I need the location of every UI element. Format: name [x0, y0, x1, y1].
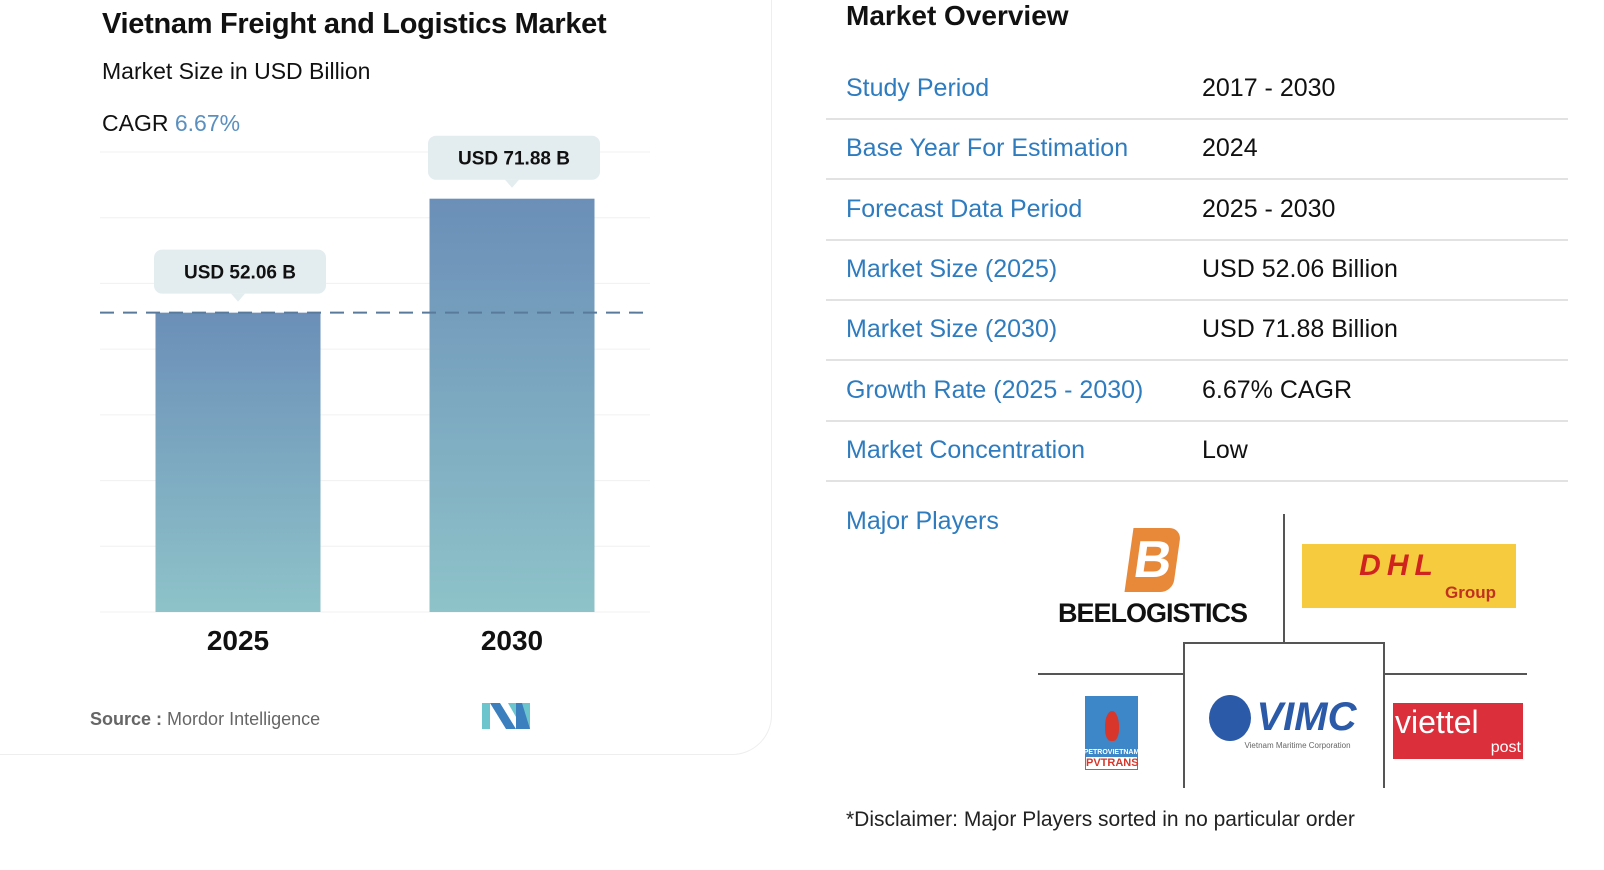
row-value: USD 71.88 Billion: [1202, 315, 1398, 344]
data-label-pointer: [505, 179, 519, 188]
overview-row: Market Concentration Low: [826, 422, 1568, 482]
source-label: Source :: [90, 709, 163, 729]
vimc-logo: VIMC Vietnam Maritime Corporation: [1190, 690, 1375, 754]
pvtrans-logo: PETROVIETNAM PVTRANS: [1084, 696, 1139, 770]
viettel-post-logo: viettel post: [1393, 703, 1523, 759]
row-value: Low: [1202, 435, 1248, 464]
source: Source : Mordor Intelligence: [90, 709, 320, 730]
chart-title: Vietnam Freight and Logistics Market: [102, 8, 607, 40]
row-value: 2017 - 2030: [1202, 74, 1336, 102]
row-label: Forecast Data Period: [846, 194, 1083, 223]
row-value: 2024: [1202, 134, 1258, 163]
row-label: Market Concentration: [846, 435, 1086, 464]
data-label-pointer: [231, 293, 245, 302]
data-label: USD 71.88 B: [458, 149, 570, 170]
row-label: Market Size (2030): [846, 315, 1058, 344]
overview-row: Market Size (2030) USD 71.88 Billion: [826, 301, 1568, 362]
row-label: Base Year For Estimation: [846, 134, 1129, 163]
major-players-label: Major Players: [846, 507, 999, 535]
divider-box: [1183, 642, 1385, 788]
data-label-bubble: [428, 135, 600, 180]
x-tick-label: 2030: [481, 625, 543, 656]
chart-subtitle: Market Size in USD Billion: [102, 58, 371, 84]
row-value: 6.67% CAGR: [1202, 375, 1353, 404]
disclaimer: *Disclaimer: Major Players sorted in no …: [846, 808, 1355, 831]
divider: [1038, 673, 1184, 675]
data-label-bubble: [154, 249, 326, 294]
overview-row: Market Size (2025) USD 52.06 Billion: [826, 241, 1568, 301]
cagr: CAGR 6.67%: [102, 110, 240, 137]
cagr-value: 6.67%: [174, 110, 241, 136]
dhl-logo: DHL Group: [1302, 544, 1516, 608]
overview-row: Study Period 2017 - 2030: [826, 60, 1568, 120]
overview-row: Growth Rate (2025 - 2030) 6.67% CAGR: [826, 362, 1568, 422]
overview-row: Forecast Data Period 2025 - 2030: [826, 181, 1568, 241]
row-label: Growth Rate (2025 - 2030): [846, 375, 1144, 404]
bar-2030: [429, 198, 595, 612]
chart-card: [0, 0, 772, 755]
bar-chart: USD 52.06 B 2025 USD 71.88 B 2030: [100, 135, 650, 656]
row-value: 2025 - 2030: [1202, 194, 1336, 223]
mordor-logo: [482, 703, 530, 729]
overview-title: Market Overview: [846, 0, 1069, 31]
data-label: USD 52.06 B: [184, 263, 296, 284]
bar-2025: [155, 312, 321, 612]
divider: [1384, 673, 1527, 675]
x-tick-label: 2025: [207, 625, 269, 656]
beelogistics-logo: B BEELOGISTICS: [1040, 518, 1265, 638]
overview-row: Base Year For Estimation 2024: [826, 120, 1568, 181]
source-value: Mordor Intelligence: [167, 709, 321, 729]
row-label: Market Size (2025): [846, 254, 1058, 283]
divider: [1283, 514, 1285, 642]
row-label: Study Period: [846, 74, 990, 102]
row-value: USD 52.06 Billion: [1202, 254, 1398, 283]
cagr-label: CAGR: [102, 110, 169, 136]
